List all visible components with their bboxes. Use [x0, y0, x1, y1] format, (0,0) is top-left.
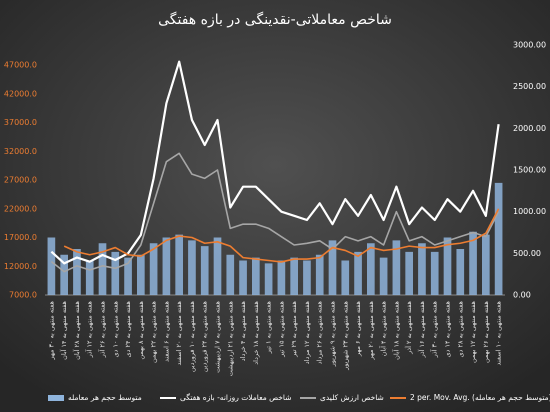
y2-tick-label: 500.00	[513, 249, 541, 258]
y-tick-label: 22000.0	[4, 204, 37, 213]
x-tick-label: هفته منتهی به ۱ تیر	[265, 300, 273, 354]
x-tick-label: هفته منتهی به ۲۲ بهمن	[150, 300, 158, 363]
x-tick-label: هفته منتهی به ۲۴ فروردین	[201, 300, 209, 372]
bar	[392, 240, 401, 295]
x-tick-label: هفته منتهی به ۶ اسفند	[162, 300, 170, 362]
x-tick-label: هفته منتهی به ۱۸ آبان	[391, 300, 400, 359]
y2-tick-label: 1000.00	[513, 207, 546, 216]
line	[50, 152, 500, 273]
bar	[405, 251, 413, 295]
x-tick-label: هفته منتهی به ۱۸ خرداد	[252, 300, 260, 364]
x-tick-label: هفته منتهی به ۲۱ اردیبهشت	[226, 300, 234, 376]
x-tick-label: هفته منتهی به ۱۲ بهمن	[469, 300, 477, 363]
bar	[252, 257, 260, 295]
bar	[188, 240, 196, 295]
x-tick-label: هفته منتهی به ۲۰ مهر	[367, 300, 375, 360]
bar	[149, 243, 158, 295]
chart-title: شاخص معاملاتی-نقدینگی در بازه هفتگی	[158, 11, 392, 28]
bar	[175, 234, 183, 295]
bar	[456, 249, 465, 295]
x-tick-label: هفته منتهی به ۲۴ دی	[124, 300, 132, 357]
bar	[60, 254, 68, 295]
x-tick-label: هفته منتهی به ۱۰ فروردین	[188, 300, 196, 372]
y2-tick-label: 1500.00	[513, 166, 546, 175]
x-tick-label: هفته منتهی به ۱۲ مرداد	[303, 300, 311, 364]
x-tick-label: هفته منتهی به ۲ آذر	[404, 300, 413, 354]
y2-tick-label: 2500.00	[513, 82, 546, 91]
x-tick-label: هفته منتهی به ۷ اردیبهشت	[214, 300, 222, 372]
bar	[328, 240, 337, 295]
y2-tick-label: 2000.00	[513, 124, 546, 133]
x-tick-label: هفته منتهی به ۲۶ مرداد	[316, 300, 324, 364]
legend-swatch	[48, 395, 64, 401]
x-tick-label: هفته منتهی به ۱۲ آذر	[85, 300, 94, 358]
x-tick-label: هفته منتهی به ۱۴ آبان	[59, 300, 68, 359]
bar	[277, 260, 286, 295]
y-tick-label: 7000.0	[9, 291, 37, 300]
bar	[290, 257, 298, 295]
x-tick-label: هفته منتهی به ۱۰ اسفند	[495, 300, 503, 365]
x-tick-label: هفته منتهی به ۲۰ اسفند	[175, 300, 183, 365]
bar	[98, 243, 107, 295]
x-tick-label: هفته منتهی به ۱۵ تیر	[277, 300, 285, 357]
bar	[124, 257, 132, 295]
x-tick-label: هفته منتهی به ۱۰ دی	[111, 300, 119, 357]
x-tick-label: هفته منتهی به ۲۸ دی	[456, 300, 464, 357]
bar	[367, 243, 375, 295]
bar	[264, 263, 273, 295]
bar	[85, 260, 94, 295]
bar	[137, 254, 145, 295]
bar	[73, 249, 81, 295]
bar	[303, 260, 311, 295]
legend-label: شاخص معاملات روزانه- بازه هفتگی	[180, 393, 292, 402]
x-tick-label: هفته منتهی به ۲۶ بهمن	[482, 300, 490, 363]
bar	[341, 260, 350, 295]
line	[63, 208, 500, 263]
x-tick-label: هفته منتهی به ۲۶ آذر	[98, 300, 107, 358]
x-tick-label: هفته منتهی به ۴ آبان	[379, 300, 388, 356]
legend-label: 2 per. Mov. Avg. (متوسط حجم هر معامله)	[410, 393, 550, 402]
y-tick-label: 37000.0	[4, 118, 37, 127]
bar	[239, 260, 247, 295]
x-tick-label: هفته منتهی به ۳۰ مهر	[47, 300, 55, 360]
x-tick-label: هفته منتهی به ۸ بهمن	[137, 300, 145, 359]
bar	[226, 254, 235, 295]
legend-label: شاخص ارزش کلیدی	[320, 393, 384, 402]
bar	[469, 231, 477, 295]
x-tick-label: هفته منتهی به ۶ مهر	[354, 300, 362, 357]
y-tick-label: 12000.0	[4, 262, 37, 271]
bar	[482, 234, 490, 295]
bar	[354, 251, 362, 295]
x-tick-label: هفته منتهی به ۲۸ آبان	[72, 300, 81, 359]
x-tick-label: هفته منتهی به ۹ شهریور	[329, 300, 337, 367]
x-tick-label: هفته منتهی به ۴ خرداد	[239, 300, 247, 361]
bar	[430, 251, 439, 295]
bar	[494, 182, 503, 295]
y-tick-label: 42000.0	[4, 89, 37, 98]
x-tick-label: هفته منتهی به ۲۹ تیر	[290, 300, 298, 357]
bar	[162, 237, 171, 295]
y-tick-label: 32000.0	[4, 147, 37, 156]
bar	[418, 243, 426, 295]
bar	[443, 237, 452, 295]
bar	[111, 251, 120, 295]
y-tick-label: 27000.0	[4, 176, 37, 185]
x-tick-label: هفته منتهی به ۱۶ آذر	[417, 300, 426, 358]
y2-tick-label: 0.00	[513, 291, 531, 300]
y-tick-label: 17000.0	[4, 233, 37, 242]
x-tick-label: هفته منتهی به ۲۳ شهریور	[341, 300, 349, 370]
bar	[213, 237, 222, 295]
y-tick-label: 47000.0	[4, 61, 37, 70]
x-tick-label: هفته منتهی به ۳۰ آذر	[430, 300, 439, 358]
y2-tick-label: 3000.00	[513, 41, 546, 50]
legend-label: متوسط حجم هر معامله	[68, 393, 142, 402]
bar	[47, 237, 56, 295]
x-tick-label: هفته منتهی به ۱۴ دی	[444, 300, 452, 357]
bar	[200, 246, 209, 295]
bar	[379, 257, 388, 295]
bar	[315, 254, 324, 295]
